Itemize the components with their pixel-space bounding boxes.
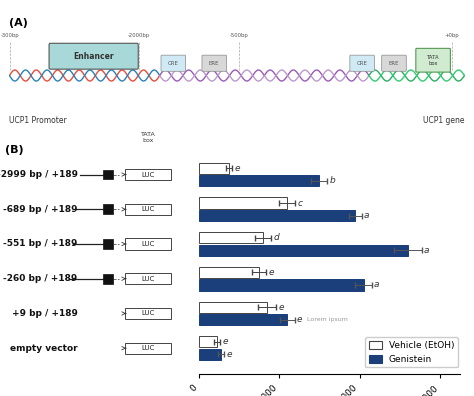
Text: -260 bp / +189: -260 bp / +189 bbox=[3, 274, 78, 283]
Text: e: e bbox=[279, 303, 284, 312]
Text: e: e bbox=[222, 337, 228, 346]
Bar bbox=[103, 274, 113, 284]
Text: LUC: LUC bbox=[141, 345, 155, 351]
Text: UCP1 Promoter: UCP1 Promoter bbox=[9, 116, 67, 125]
Text: LUC: LUC bbox=[141, 241, 155, 247]
Text: e: e bbox=[297, 315, 302, 324]
Bar bbox=[199, 336, 217, 347]
Bar bbox=[199, 267, 259, 278]
FancyBboxPatch shape bbox=[416, 48, 450, 72]
Bar bbox=[199, 280, 364, 291]
Text: d: d bbox=[273, 233, 280, 242]
FancyBboxPatch shape bbox=[125, 238, 171, 249]
Text: (B): (B) bbox=[5, 145, 23, 154]
FancyBboxPatch shape bbox=[202, 55, 227, 71]
FancyBboxPatch shape bbox=[125, 343, 171, 354]
Text: LUC: LUC bbox=[141, 276, 155, 282]
Text: LUC: LUC bbox=[141, 171, 155, 177]
Text: TATA
box: TATA box bbox=[427, 55, 439, 66]
FancyBboxPatch shape bbox=[49, 43, 138, 69]
Text: LUC: LUC bbox=[141, 206, 155, 212]
Bar bbox=[199, 163, 229, 174]
FancyBboxPatch shape bbox=[161, 55, 186, 71]
Text: a: a bbox=[424, 246, 429, 255]
Bar bbox=[199, 349, 221, 360]
FancyBboxPatch shape bbox=[125, 273, 171, 284]
Bar bbox=[103, 204, 113, 214]
Text: a: a bbox=[364, 211, 369, 220]
FancyBboxPatch shape bbox=[350, 55, 374, 71]
Text: +0bp: +0bp bbox=[445, 33, 459, 38]
FancyBboxPatch shape bbox=[125, 204, 171, 215]
Bar bbox=[199, 198, 287, 209]
Text: CRE: CRE bbox=[357, 61, 367, 66]
Text: ERE: ERE bbox=[209, 61, 219, 66]
FancyBboxPatch shape bbox=[125, 308, 171, 319]
Text: UCP1 gene: UCP1 gene bbox=[423, 116, 465, 125]
Bar bbox=[103, 239, 113, 249]
Text: LUC: LUC bbox=[141, 310, 155, 316]
Text: -500bp: -500bp bbox=[230, 33, 249, 38]
Bar bbox=[199, 245, 408, 256]
Text: -2000bp: -2000bp bbox=[128, 33, 150, 38]
Text: c: c bbox=[298, 198, 303, 208]
Text: -689 bp / +189: -689 bp / +189 bbox=[3, 205, 78, 214]
Text: TATA
box: TATA box bbox=[140, 132, 155, 143]
Bar bbox=[199, 210, 356, 221]
Text: e: e bbox=[235, 164, 240, 173]
Text: -551 bp / +189: -551 bp / +189 bbox=[3, 240, 78, 249]
Text: CRE: CRE bbox=[168, 61, 179, 66]
Bar bbox=[199, 302, 267, 313]
Text: a: a bbox=[374, 280, 380, 289]
Text: (A): (A) bbox=[9, 18, 27, 28]
Text: b: b bbox=[330, 176, 336, 185]
FancyBboxPatch shape bbox=[382, 55, 406, 71]
Text: ERE: ERE bbox=[389, 61, 399, 66]
Bar bbox=[199, 314, 287, 325]
Bar bbox=[199, 175, 319, 187]
Legend: Vehicle (EtOH), Genistein: Vehicle (EtOH), Genistein bbox=[365, 337, 458, 367]
FancyBboxPatch shape bbox=[125, 169, 171, 180]
Text: Lorem ipsum: Lorem ipsum bbox=[307, 317, 347, 322]
Text: +9 bp / +189: +9 bp / +189 bbox=[12, 309, 78, 318]
Text: empty vector: empty vector bbox=[10, 344, 78, 353]
Text: e: e bbox=[227, 350, 232, 359]
Text: e: e bbox=[269, 268, 274, 277]
Bar bbox=[199, 232, 263, 243]
Text: Enhancer: Enhancer bbox=[73, 52, 114, 61]
Text: -2999 bp / +189: -2999 bp / +189 bbox=[0, 170, 78, 179]
Text: -300bp: -300bp bbox=[1, 33, 20, 38]
Bar bbox=[103, 169, 113, 179]
